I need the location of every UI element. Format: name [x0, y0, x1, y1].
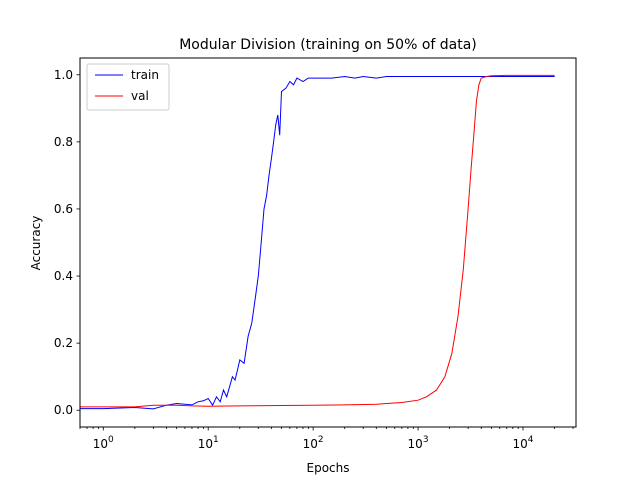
x-axis-label: Epochs [307, 461, 350, 475]
y-tick-label: 0.2 [54, 336, 73, 350]
x-tick-label: 103 [408, 435, 429, 451]
series-line-val [80, 74, 555, 408]
legend-label-train: train [131, 68, 159, 82]
y-tick-label: 0.0 [54, 403, 73, 417]
series-layer [80, 74, 555, 410]
y-tick-label: 0.6 [54, 202, 73, 216]
y-axis-label: Accuracy [29, 216, 43, 271]
y-ticks: 0.0 0.2 0.4 0.6 0.8 1.0 [54, 68, 80, 417]
y-tick-label: 1.0 [54, 68, 73, 82]
x-tick-label: 104 [512, 435, 533, 451]
chart-title: Modular Division (training on 50% of dat… [179, 37, 477, 53]
legend-label-val: val [131, 89, 149, 103]
x-tick-label: 100 [93, 435, 114, 451]
x-ticks: 100 101 102 103 104 [79, 427, 574, 451]
plot-area: 100 101 102 103 104 0.0 0.2 0.4 0.6 0.8 1.0 [54, 57, 577, 451]
x-tick-label: 102 [303, 435, 324, 451]
y-tick-label: 0.4 [54, 269, 73, 283]
y-tick-label: 0.8 [54, 135, 73, 149]
series-line-train [80, 75, 555, 410]
x-tick-label: 101 [198, 435, 219, 451]
axes-frame [79, 57, 577, 428]
legend: train val [86, 63, 170, 111]
